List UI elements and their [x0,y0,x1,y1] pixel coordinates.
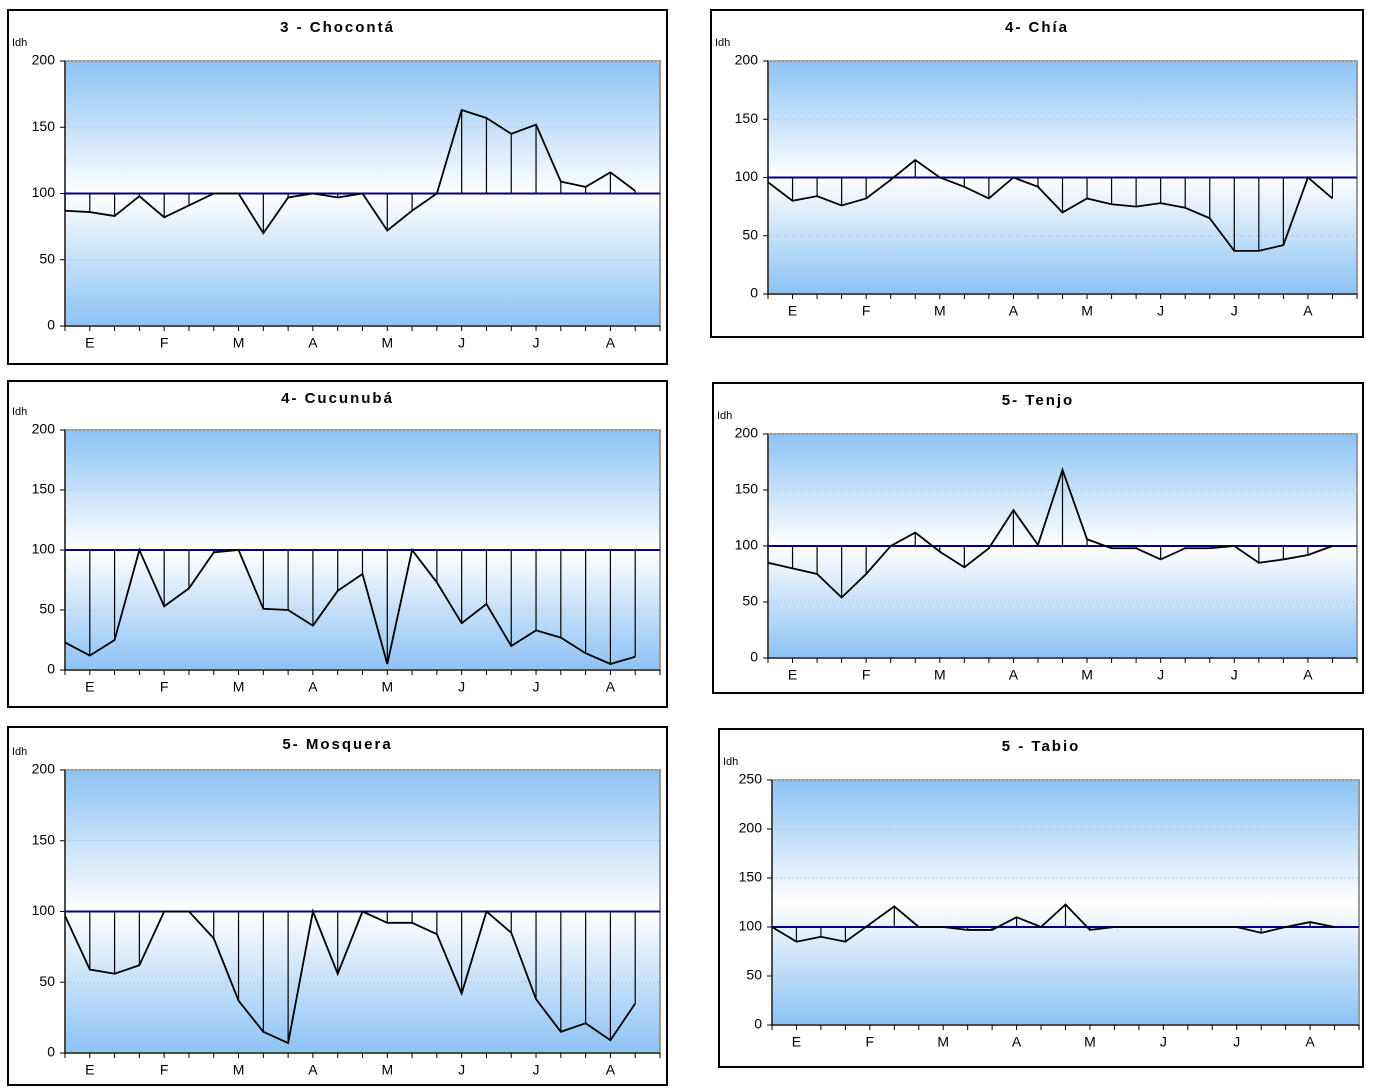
chart-title: 5- Tenjo [1002,392,1074,409]
x-tick-label: A [1303,303,1313,319]
x-tick-label: A [1009,667,1019,683]
y-tick-label: 100 [739,918,763,934]
y-tick-label: 100 [32,902,56,918]
x-tick-label: A [308,679,318,695]
plot-area [771,779,1360,1026]
y-tick-label: 50 [746,967,762,983]
y-tick-label: 50 [39,601,55,617]
x-tick-label: E [85,1062,94,1078]
y-axis-label: Idh [723,756,738,768]
y-tick-label: 100 [735,168,759,184]
y-tick-label: 200 [735,425,759,441]
y-axis-label: Idh [715,37,730,49]
data-line [767,158,1334,252]
x-tick-label: M [937,1034,949,1050]
x-tick-label: M [1084,1034,1096,1050]
y-axis-label: Idh [717,410,732,422]
data-line [64,908,636,1045]
chart-title: 5 - Tabio [1002,738,1081,755]
y-tick-label: 250 [739,771,763,787]
x-tick-label: E [85,679,94,695]
y-tick-label: 50 [39,250,55,266]
x-tick-label: M [1081,667,1093,683]
x-tick-label: A [606,1062,616,1078]
x-tick-label: A [308,1062,318,1078]
y-tick-label: 50 [39,973,55,989]
x-tick-label: J [1157,667,1164,683]
x-tick-label: J [1231,303,1238,319]
x-tick-label: A [1009,303,1019,319]
y-tick-label: 200 [32,761,56,777]
x-tick-label: A [1305,1034,1315,1050]
y-tick-label: 50 [742,226,758,242]
y-tick-label: 0 [754,1016,762,1032]
x-tick-label: M [934,667,946,683]
y-tick-label: 150 [32,118,56,134]
x-tick-label: F [160,679,169,695]
y-tick-label: 0 [47,1044,55,1060]
x-tick-label: E [85,335,94,351]
y-tick-label: 150 [735,110,759,126]
chart-title: 4- Cucunubá [281,390,394,407]
x-tick-label: J [533,1062,540,1078]
x-tick-label: J [533,335,540,351]
x-tick-label: M [233,335,245,351]
y-tick-label: 50 [742,593,758,609]
chart-title: 5- Mosquera [282,736,392,753]
x-tick-label: E [792,1034,801,1050]
data-line [767,467,1333,599]
x-tick-label: J [1160,1034,1167,1050]
chart-title: 3 - Chocontá [280,19,395,36]
data-line [64,108,636,235]
x-tick-label: F [160,1062,169,1078]
x-tick-label: J [1157,303,1164,319]
y-tick-label: 200 [32,52,56,68]
y-tick-label: 0 [47,661,55,677]
x-tick-label: F [160,335,169,351]
y-tick-label: 150 [739,869,763,885]
y-tick-label: 200 [32,421,56,437]
x-tick-label: J [458,1062,465,1078]
y-axis-label: Idh [12,746,27,758]
chart-title: 4- Chía [1005,19,1069,36]
y-tick-label: 150 [32,831,56,847]
x-tick-label: A [1012,1034,1022,1050]
x-tick-label: J [1231,667,1238,683]
y-tick-label: 150 [735,481,759,497]
x-tick-label: A [606,335,616,351]
data-line [64,547,636,665]
x-tick-label: M [381,679,393,695]
y-tick-label: 100 [32,541,56,557]
x-tick-label: J [458,335,465,351]
x-tick-label: E [788,667,797,683]
x-tick-label: F [862,667,871,683]
x-tick-label: E [788,303,797,319]
data-line [771,903,1335,943]
y-tick-label: 200 [735,52,759,68]
x-tick-label: M [381,335,393,351]
y-tick-label: 0 [47,317,55,333]
y-tick-label: 100 [735,537,759,553]
y-tick-label: 150 [32,481,56,497]
x-tick-label: M [934,303,946,319]
y-tick-label: 200 [739,820,763,836]
x-tick-label: F [866,1034,875,1050]
x-tick-label: J [1233,1034,1240,1050]
x-tick-label: A [308,335,318,351]
x-tick-label: M [233,679,245,695]
x-tick-label: J [533,679,540,695]
x-tick-label: M [381,1062,393,1078]
y-axis-label: Idh [12,37,27,49]
x-tick-label: A [1303,667,1313,683]
x-tick-label: J [458,679,465,695]
x-tick-label: M [233,1062,245,1078]
x-tick-label: M [1081,303,1093,319]
y-axis-label: Idh [12,406,27,418]
x-tick-label: A [606,679,616,695]
x-tick-label: F [862,303,871,319]
y-tick-label: 0 [750,649,758,665]
y-tick-label: 0 [750,285,758,301]
y-tick-label: 100 [32,184,56,200]
